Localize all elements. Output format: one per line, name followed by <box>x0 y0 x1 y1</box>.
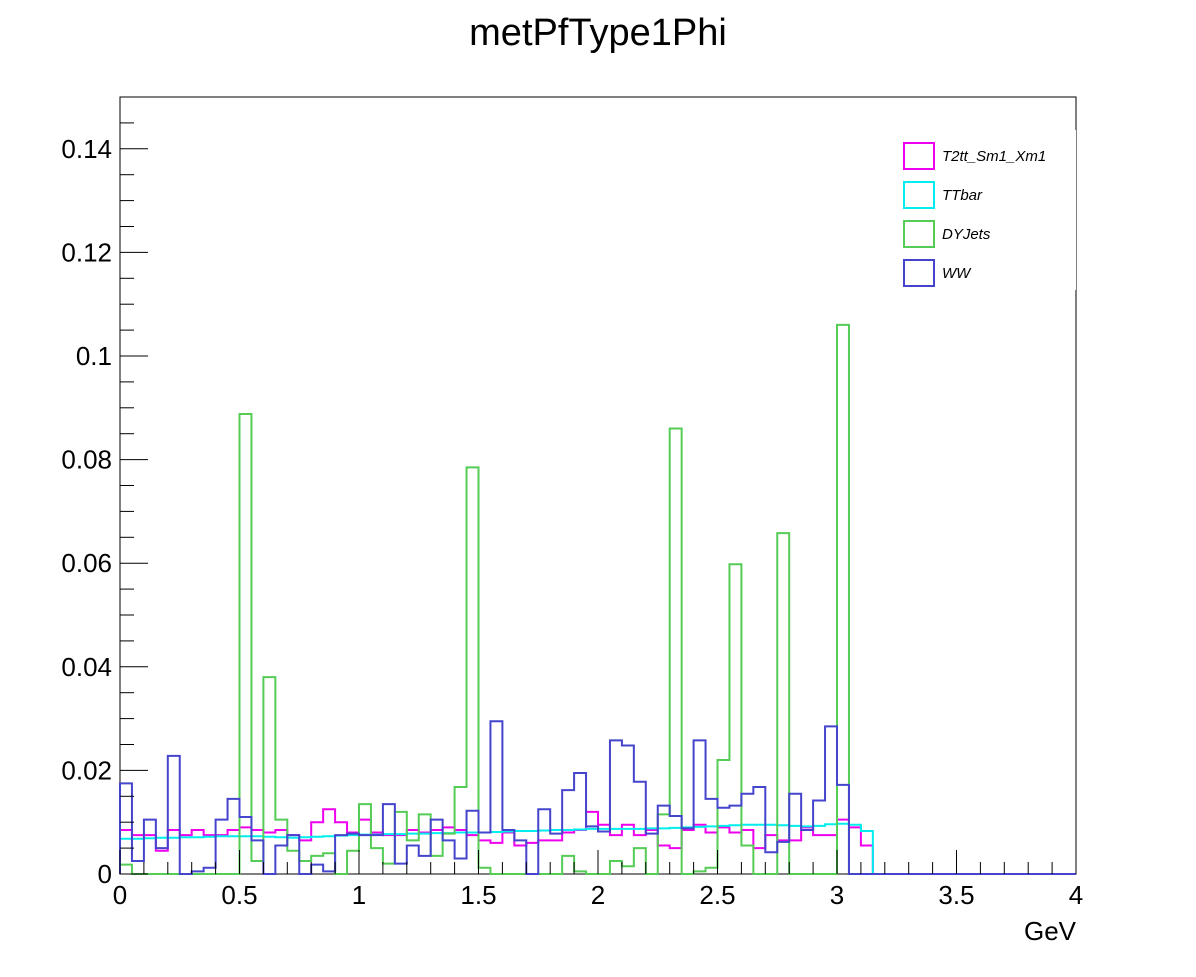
legend-swatch <box>903 220 935 248</box>
y-tick-label: 0.02 <box>61 755 112 785</box>
y-tick-label: 0.06 <box>61 548 112 578</box>
legend-label: WW <box>942 265 972 282</box>
series-line-2 <box>119 323 1076 875</box>
legend-label: TTbar <box>942 187 983 204</box>
y-tick-label: 0 <box>98 859 112 889</box>
y-tick-label: 0.14 <box>61 134 112 164</box>
x-tick-label: 1.5 <box>460 880 496 910</box>
series-line-1 <box>119 822 1076 875</box>
chart-title: metPfType1Phi <box>469 12 727 54</box>
legend-label: DYJets <box>942 226 991 243</box>
legend-box <box>896 130 1076 290</box>
series-layer <box>119 323 1076 875</box>
x-tick-label: 0.5 <box>221 880 257 910</box>
y-tick-label: 0.08 <box>61 445 112 475</box>
x-tick-label: 2.5 <box>699 880 735 910</box>
x-tick-label: 1 <box>352 880 366 910</box>
x-tick-label: 2 <box>591 880 605 910</box>
legend-swatch <box>903 142 935 170</box>
axes-layer: 0 0.5 1 1.5 2 2.5 3 3.5 4 0 0.02 0.04 0.06 0.08 0.1 0.1… <box>61 96 1083 910</box>
x-tick-label: 3.5 <box>938 880 974 910</box>
legend: T2tt_Sm1_Xm1 TTbar DYJets WW <box>896 130 1076 290</box>
y-tick-label: 0.12 <box>61 237 112 267</box>
series-line-3 <box>119 720 1076 875</box>
y-tick-label: 0.1 <box>76 341 112 371</box>
x-tick-label: 3 <box>830 880 844 910</box>
x-axis-label: GeV <box>1024 916 1077 946</box>
x-tick-label: 0 <box>113 880 127 910</box>
legend-label: T2tt_Sm1_Xm1 <box>942 148 1046 165</box>
legend-swatch <box>903 181 935 209</box>
y-tick-label: 0.04 <box>61 652 112 682</box>
legend-swatch <box>903 259 935 287</box>
x-tick-label: 4 <box>1069 880 1083 910</box>
